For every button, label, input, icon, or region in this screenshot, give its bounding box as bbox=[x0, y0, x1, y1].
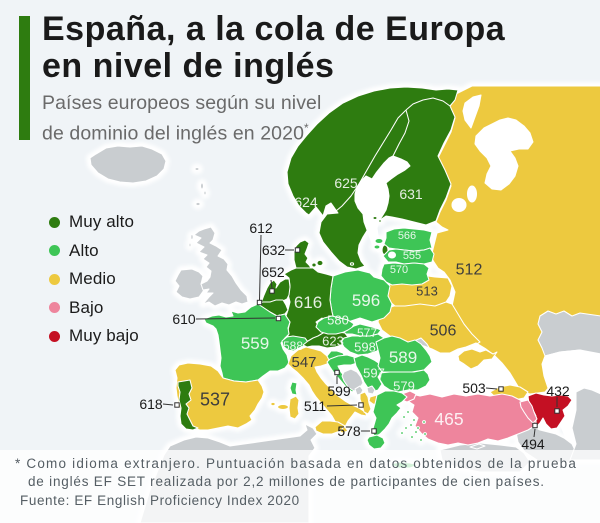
svg-text:623: 623 bbox=[322, 334, 344, 349]
svg-text:588: 588 bbox=[283, 339, 303, 353]
svg-text:612: 612 bbox=[249, 220, 273, 236]
svg-text:596: 596 bbox=[352, 291, 380, 310]
svg-text:618: 618 bbox=[139, 396, 163, 412]
svg-text:511: 511 bbox=[304, 398, 327, 414]
svg-text:616: 616 bbox=[294, 293, 322, 312]
svg-text:537: 537 bbox=[200, 389, 230, 409]
svg-text:559: 559 bbox=[241, 334, 269, 353]
svg-text:570: 570 bbox=[390, 264, 408, 276]
svg-text:580: 580 bbox=[327, 313, 349, 328]
svg-text:631: 631 bbox=[399, 186, 423, 202]
svg-text:579: 579 bbox=[393, 379, 415, 394]
svg-text:597: 597 bbox=[363, 366, 385, 381]
svg-text:632: 632 bbox=[262, 242, 286, 258]
svg-text:513: 513 bbox=[416, 284, 438, 299]
svg-text:465: 465 bbox=[434, 409, 463, 429]
svg-text:547: 547 bbox=[291, 354, 316, 371]
svg-text:578: 578 bbox=[337, 423, 361, 439]
svg-text:512: 512 bbox=[456, 262, 483, 279]
svg-text:652: 652 bbox=[261, 264, 285, 280]
svg-text:598: 598 bbox=[354, 340, 376, 355]
svg-text:494: 494 bbox=[521, 436, 545, 452]
svg-text:610: 610 bbox=[172, 311, 196, 327]
svg-text:625: 625 bbox=[334, 175, 358, 191]
svg-text:589: 589 bbox=[389, 348, 417, 367]
svg-text:555: 555 bbox=[403, 250, 421, 262]
svg-text:506: 506 bbox=[430, 323, 457, 340]
svg-text:599: 599 bbox=[327, 383, 351, 399]
svg-text:432: 432 bbox=[546, 383, 570, 399]
svg-text:503: 503 bbox=[462, 380, 486, 396]
svg-text:577: 577 bbox=[357, 326, 377, 340]
svg-text:566: 566 bbox=[398, 230, 416, 242]
svg-text:624: 624 bbox=[294, 194, 318, 210]
